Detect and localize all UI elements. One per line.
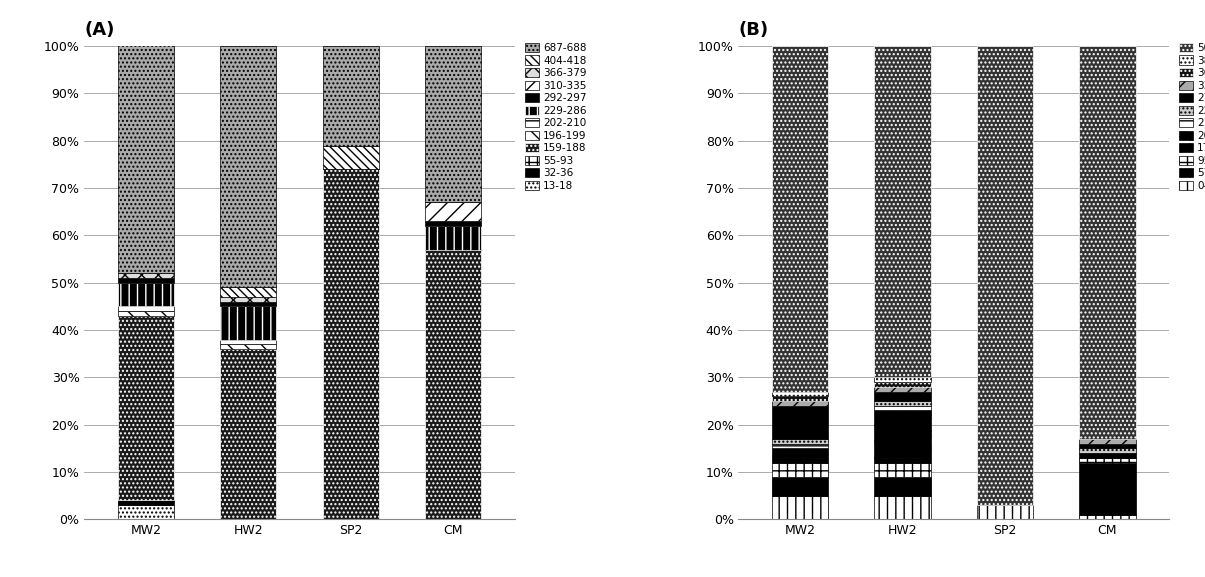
Bar: [771, 463, 828, 477]
Bar: [875, 401, 930, 406]
Bar: [118, 311, 174, 316]
Bar: [221, 302, 276, 306]
Bar: [977, 505, 1033, 519]
Bar: [425, 250, 482, 519]
Bar: [118, 505, 174, 519]
Bar: [875, 382, 930, 387]
Bar: [118, 278, 174, 283]
Bar: [875, 410, 930, 458]
Bar: [425, 221, 482, 226]
Bar: [875, 46, 930, 377]
Bar: [221, 287, 276, 297]
Bar: [118, 500, 174, 505]
Bar: [771, 496, 828, 519]
Bar: [875, 496, 930, 519]
Bar: [771, 477, 828, 496]
Legend: 687-688, 404-418, 366-379, 310-335, 292-297, 229-286, 202-210, 196-199, 159-188,: 687-688, 404-418, 366-379, 310-335, 292-…: [524, 42, 588, 192]
Bar: [118, 283, 174, 306]
Bar: [323, 169, 378, 519]
Bar: [1080, 458, 1135, 463]
Bar: [221, 349, 276, 519]
Bar: [323, 46, 378, 145]
Bar: [118, 316, 174, 500]
Bar: [771, 392, 828, 396]
Bar: [221, 306, 276, 339]
Bar: [118, 306, 174, 311]
Bar: [118, 42, 174, 273]
Bar: [771, 396, 828, 401]
Bar: [221, 297, 276, 302]
Bar: [425, 226, 482, 250]
Bar: [771, 401, 828, 406]
Bar: [771, 458, 828, 463]
Bar: [425, 203, 482, 221]
Bar: [1080, 46, 1135, 439]
Bar: [875, 377, 930, 382]
Bar: [875, 463, 930, 477]
Bar: [221, 339, 276, 344]
Text: (A): (A): [84, 21, 114, 39]
Bar: [771, 406, 828, 439]
Legend: 508-647, 382-485, 364-376, 338-358, 273-330, 222-224, 211-213, 200-210, 170-199,: 508-647, 382-485, 364-376, 338-358, 273-…: [1178, 42, 1205, 192]
Bar: [1080, 448, 1135, 453]
Bar: [875, 458, 930, 463]
Bar: [1080, 439, 1135, 444]
Bar: [875, 387, 930, 392]
Bar: [118, 273, 174, 278]
Bar: [1080, 453, 1135, 458]
Bar: [221, 344, 276, 349]
Bar: [221, 46, 276, 287]
Bar: [771, 444, 828, 448]
Bar: [875, 406, 930, 410]
Bar: [771, 46, 828, 392]
Text: (B): (B): [739, 21, 769, 39]
Bar: [1080, 463, 1135, 515]
Bar: [1080, 515, 1135, 519]
Bar: [1080, 444, 1135, 448]
Bar: [875, 392, 930, 401]
Bar: [425, 46, 482, 203]
Bar: [875, 477, 930, 496]
Bar: [771, 448, 828, 458]
Bar: [771, 439, 828, 444]
Bar: [977, 46, 1033, 505]
Bar: [323, 145, 378, 169]
